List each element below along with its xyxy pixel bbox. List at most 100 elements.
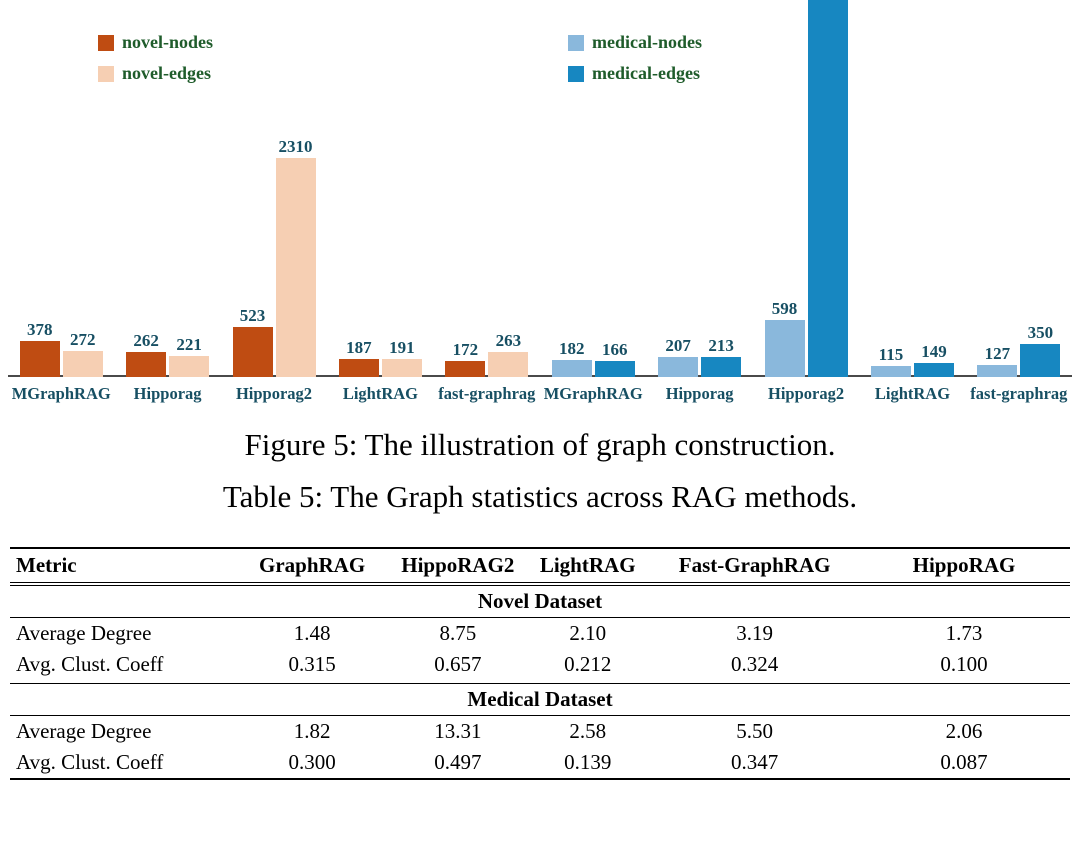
value-cell: 5.50 bbox=[736, 718, 773, 743]
category-label: Hipporag2 bbox=[235, 384, 313, 403]
medical-edges-swatch-icon bbox=[568, 65, 584, 82]
category-label: MGraphRAG bbox=[543, 384, 643, 403]
novel-nodes-bar bbox=[338, 359, 379, 377]
bar-value-label: 262 bbox=[133, 331, 159, 350]
medical-nodes-swatch-icon bbox=[568, 34, 584, 51]
value-cell: 0.657 bbox=[434, 652, 482, 676]
category-label: Hipporag bbox=[133, 384, 202, 403]
bar-cluster-novel-LightRAG: 187 191 LightRAG bbox=[327, 0, 433, 405]
bar-cluster-medical-fast-graphrag: 127 350 fast-graphrag bbox=[966, 0, 1072, 405]
table-row: Avg. Clust. Coeff 0.300 0.497 0.139 0.347 0.0… bbox=[10, 746, 1070, 780]
value-cell: 0.347 bbox=[651, 746, 858, 780]
bar-value-label: 213 bbox=[708, 336, 734, 355]
section-title: Medical Dataset bbox=[10, 682, 1070, 716]
legend-item: novel-nodes bbox=[98, 32, 213, 53]
bar-column: 598 bbox=[764, 299, 805, 377]
bar-column: 166 bbox=[594, 340, 635, 377]
bar-pair: 182 166 bbox=[551, 0, 635, 377]
bar-cluster-novel-Hipporag2: 523 2310 Hipporag2 bbox=[221, 0, 327, 405]
bar-column: 149 bbox=[913, 342, 954, 377]
category-label: Hipporag2 bbox=[767, 384, 845, 403]
legend-item: medical-nodes bbox=[568, 32, 702, 53]
bar-column: 2310 bbox=[275, 137, 316, 377]
legend-novel: novel-nodes novel-edges bbox=[98, 32, 213, 84]
novel-nodes-bar bbox=[19, 341, 60, 377]
bar-column: 191 bbox=[381, 338, 422, 377]
category-label: fast-graphrag bbox=[970, 384, 1068, 403]
category-label: MGraphRAG bbox=[11, 384, 111, 403]
metric-cell: Average Degree bbox=[16, 621, 152, 645]
value-cell: 0.497 bbox=[391, 746, 525, 780]
bar-column: 213 bbox=[701, 336, 742, 377]
table-row: Average Degree 1.48 8.75 2.10 3.19 1.73 bbox=[10, 618, 1070, 650]
novel-edges-bar bbox=[169, 356, 210, 377]
bar-cluster-medical-LightRAG: 115 149 LightRAG bbox=[859, 0, 965, 405]
stats-table-head: Metric GraphRAG HippoRAG2 LightRAG Fast-Grap… bbox=[10, 547, 1070, 583]
bar-chart: novel-nodes novel-edges medical-nodes medi… bbox=[8, 0, 1072, 405]
bar-column bbox=[807, 0, 848, 377]
bar-column: 350 bbox=[1020, 323, 1061, 377]
value-cell: 1.73 bbox=[945, 621, 983, 645]
bar-value-label: 127 bbox=[984, 344, 1011, 363]
value-cell: 0.100 bbox=[940, 652, 988, 676]
legend-label: novel-edges bbox=[122, 63, 211, 83]
metric-cell: Avg. Clust. Coeff bbox=[16, 652, 164, 676]
bar-column: 272 bbox=[62, 330, 103, 377]
value-cell: 2.58 bbox=[569, 718, 607, 743]
bar-column: 221 bbox=[169, 335, 210, 377]
bar-value-label: 115 bbox=[878, 345, 904, 364]
bar-cluster-novel-Hipporag: 262 221 Hipporag bbox=[114, 0, 220, 405]
header-row: Metric GraphRAG HippoRAG2 LightRAG Fast-Grap… bbox=[10, 547, 1070, 583]
legend-label: novel-nodes bbox=[122, 32, 214, 52]
value-cell: 2.06 bbox=[945, 718, 983, 743]
x-axis-line bbox=[8, 375, 1072, 377]
novel-edges-bar bbox=[275, 158, 316, 377]
bar-column: 263 bbox=[488, 331, 529, 377]
bar-column: 262 bbox=[126, 331, 167, 377]
column-header: GraphRAG bbox=[232, 547, 392, 583]
medical-edges-bar bbox=[701, 357, 742, 377]
bar-pair: 187 191 bbox=[338, 0, 422, 377]
medical-edges-bar bbox=[807, 0, 848, 377]
value-cell: 1.82 bbox=[293, 718, 331, 743]
novel-nodes-bar bbox=[126, 352, 167, 377]
bar-column: 378 bbox=[19, 320, 60, 377]
legend-item: novel-edges bbox=[98, 63, 213, 84]
bar-cluster-medical-Hipporag: 207 213 Hipporag bbox=[646, 0, 752, 405]
bar-pair: 172 263 bbox=[445, 0, 529, 377]
novel-edges-bar bbox=[381, 359, 422, 377]
legend-medical: medical-nodes medical-edges bbox=[568, 32, 702, 84]
medical-nodes-bar bbox=[977, 365, 1018, 377]
bar-value-label: 523 bbox=[239, 306, 266, 325]
table-row: Avg. Clust. Coeff 0.315 0.657 0.212 0.324 0.1… bbox=[10, 649, 1070, 680]
novel-edges-bar bbox=[488, 352, 529, 377]
value-cell: 2.10 bbox=[569, 621, 607, 645]
medical-nodes-bar bbox=[870, 366, 911, 377]
bar-value-label: 221 bbox=[176, 335, 202, 354]
bar-value-label: 149 bbox=[921, 342, 947, 361]
figure-caption: Figure 5: The illustration of graph cons… bbox=[244, 427, 836, 462]
table-caption: Table 5: The Graph statistics across RAG… bbox=[222, 479, 858, 514]
category-label: fast-graphrag bbox=[438, 384, 536, 403]
medical-edges-bar bbox=[1020, 344, 1061, 377]
bar-cluster-novel-MGraphRAG: 378 272 MGraphRAG bbox=[8, 0, 114, 405]
medical-edges-bar bbox=[594, 361, 635, 377]
bar-column: 182 bbox=[551, 339, 592, 377]
bar-plot: 378 272 MGraphRAG 262 221 Hipporag 523 2310 Hipp… bbox=[8, 0, 1072, 405]
novel-nodes-bar bbox=[445, 361, 486, 377]
value-cell: 0.324 bbox=[731, 652, 779, 676]
bar-value-label: 187 bbox=[346, 338, 372, 357]
bar-column: 187 bbox=[338, 338, 379, 377]
bar-value-label: 263 bbox=[495, 331, 522, 350]
value-cell: 8.75 bbox=[439, 621, 477, 645]
column-header: HippoRAG2 bbox=[391, 547, 525, 583]
category-label: LightRAG bbox=[874, 384, 951, 403]
bar-pair: 207 213 bbox=[658, 0, 742, 377]
value-cell: 0.212 bbox=[564, 652, 612, 676]
bar-value-label: 172 bbox=[452, 340, 479, 359]
stats-table-wrapper: Metric GraphRAG HippoRAG2 LightRAG Fast-Grap… bbox=[10, 547, 1070, 780]
bar-pair: 523 2310 bbox=[232, 0, 316, 377]
bar-column: 172 bbox=[445, 340, 486, 377]
table-row: Average Degree 1.82 13.31 2.58 5.50 2.06 bbox=[10, 715, 1070, 747]
novel-nodes-bar bbox=[232, 327, 273, 377]
